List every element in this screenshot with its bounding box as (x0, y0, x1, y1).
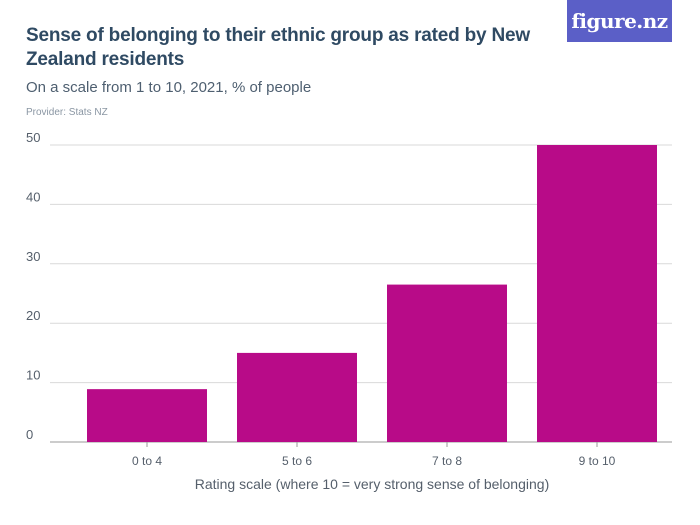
bar[interactable] (387, 284, 507, 442)
y-tick-label: 0 (26, 427, 33, 442)
x-tick-label: 7 to 8 (432, 454, 462, 468)
y-tick-label: 20 (26, 308, 40, 323)
x-tick-label: 9 to 10 (579, 454, 616, 468)
y-tick-label: 50 (26, 130, 40, 145)
x-tick-label: 5 to 6 (282, 454, 312, 468)
x-axis-title: Rating scale (where 10 = very strong sen… (195, 476, 549, 492)
y-tick-label: 10 (26, 368, 40, 383)
axes: 0 10 20 30 40 50 0 to 4 5 to 6 7 to 8 9 to 10 (26, 130, 616, 468)
y-tick-label: 40 (26, 189, 40, 204)
chart-subtitle: On a scale from 1 to 10, 2021, % of peop… (26, 79, 312, 96)
chart-title: Sense of belonging to their ethnic group… (26, 25, 530, 70)
bars (87, 145, 657, 442)
bar[interactable] (537, 145, 657, 442)
y-tick-label: 30 (26, 249, 40, 264)
bar[interactable] (87, 389, 207, 442)
bar[interactable] (237, 352, 357, 442)
provider-note: Provider: Stats NZ (26, 107, 108, 118)
x-tick-label: 0 to 4 (132, 454, 162, 468)
figure-nz-logo[interactable]: figure.nz (567, 0, 672, 42)
